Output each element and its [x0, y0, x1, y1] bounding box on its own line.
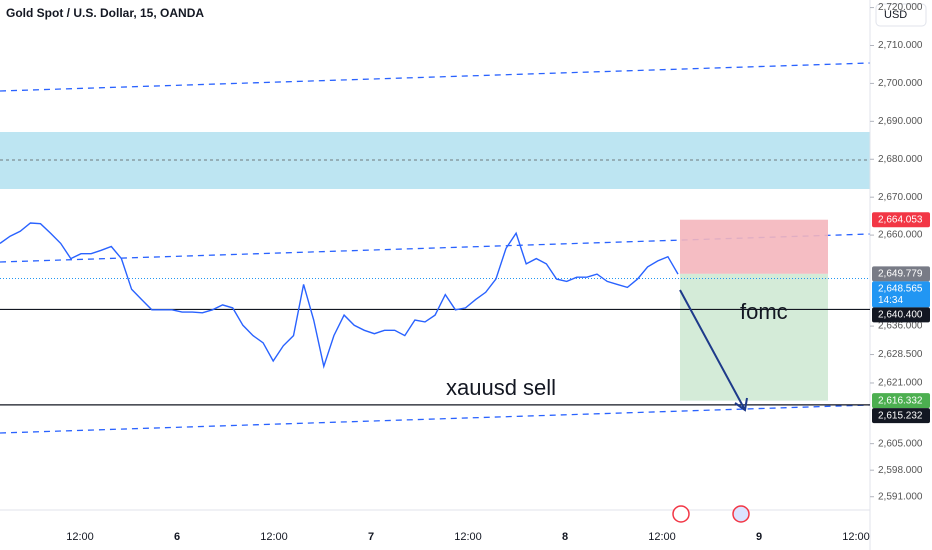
y-tick-label: 2,636.000 — [878, 321, 923, 332]
y-tick-label: 2,700.000 — [878, 78, 923, 89]
price-label: 2,616.332 — [878, 395, 923, 406]
annotation: xauusd sell — [446, 375, 556, 400]
price-label-box — [872, 307, 930, 323]
price-line-series — [0, 222, 679, 369]
x-tick-label: 12:00 — [260, 531, 288, 543]
price-label-box — [872, 281, 930, 308]
y-tick-label: 2,720.000 — [878, 2, 923, 13]
chart-title: Gold Spot / U.S. Dollar, 15, OANDA — [6, 6, 204, 20]
y-tick-label: 2,621.000 — [878, 378, 923, 389]
x-tick-label: 6 — [174, 531, 180, 543]
price-label-box — [872, 266, 930, 282]
price-label: 2,615.232 — [878, 410, 923, 421]
y-tick-label: 2,660.000 — [878, 230, 923, 241]
channel-line — [0, 404, 871, 434]
y-tick-label: 2,680.000 — [878, 154, 923, 165]
y-tick-label: 2,710.000 — [878, 40, 923, 51]
arrow — [679, 289, 748, 412]
x-tick-label: 12:00 — [454, 531, 482, 543]
price-label: 2,648.565 — [878, 283, 923, 294]
price-label: 2,664.053 — [878, 214, 923, 225]
event-icon[interactable] — [732, 505, 750, 523]
x-tick-label: 7 — [368, 531, 374, 543]
event-icon[interactable] — [672, 505, 690, 523]
y-tick-label: 2,690.000 — [878, 116, 923, 127]
price-label-box — [872, 393, 930, 409]
y-tick-label: 2,670.000 — [878, 192, 923, 203]
stop-zone — [680, 219, 828, 274]
price-label-box — [872, 212, 930, 228]
y-tick-label: 2,605.000 — [878, 438, 923, 449]
annotation: fomc — [740, 299, 788, 324]
channel-line — [0, 62, 871, 92]
y-tick-label: 2,591.000 — [878, 491, 923, 502]
channel-line — [0, 233, 871, 263]
x-tick-label: 9 — [756, 531, 762, 543]
currency-button[interactable] — [875, 3, 927, 27]
price-label: 2,640.400 — [878, 309, 923, 320]
currency-label[interactable]: USD — [884, 9, 907, 21]
x-tick-label: 12:00 — [648, 531, 676, 543]
x-tick-label: 12:00 — [842, 531, 870, 543]
zone — [0, 132, 870, 189]
x-tick-label: 8 — [562, 531, 568, 543]
y-tick-label: 2,628.500 — [878, 349, 923, 360]
x-tick-label: 12:00 — [66, 531, 94, 543]
price-label-box — [872, 408, 930, 424]
price-label: 2,649.779 — [878, 268, 923, 279]
y-tick-label: 2,598.000 — [878, 465, 923, 476]
countdown: 14:34 — [878, 295, 903, 306]
target-zone — [680, 273, 828, 401]
